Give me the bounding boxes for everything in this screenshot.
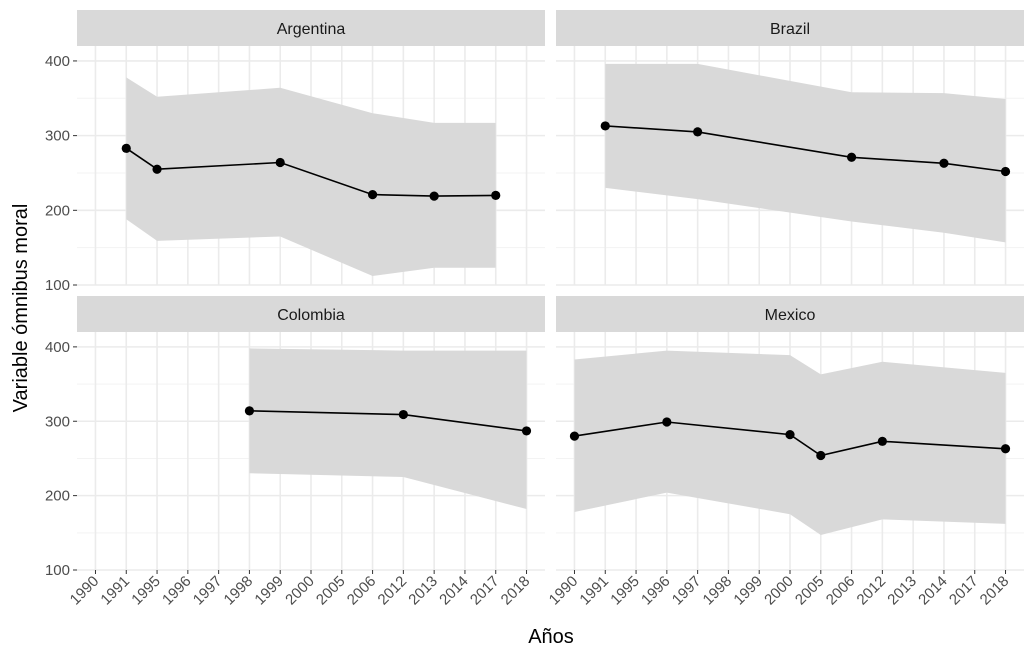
- data-point: [1000, 166, 1011, 177]
- x-tick-label: 1998: [221, 573, 257, 609]
- x-tick-label: 1997: [669, 573, 705, 609]
- y-axis-title: Variable ómnibus moral: [10, 204, 32, 413]
- data-point: [816, 450, 826, 461]
- panel-brazil: Brazil: [556, 10, 1024, 286]
- x-tick-label: 1997: [190, 573, 226, 609]
- x-tick-label: 2014: [915, 573, 951, 609]
- y-tick-label: 200: [45, 202, 70, 219]
- x-tick-label: 1996: [638, 573, 674, 609]
- x-tick-label: 1990: [546, 573, 582, 609]
- y-tick-label: 200: [45, 488, 70, 505]
- data-point: [244, 406, 255, 416]
- facet-strip: [77, 296, 545, 332]
- x-tick-label: 2018: [498, 573, 534, 609]
- data-point: [491, 190, 501, 200]
- x-tick-label: 2018: [977, 573, 1013, 609]
- facet-strip: [77, 10, 545, 46]
- data-point: [152, 164, 162, 174]
- x-tick-label: 2017: [467, 573, 503, 609]
- x-tick-label: 2005: [792, 573, 828, 609]
- x-tick-label: 2017: [946, 573, 982, 609]
- panel-colombia: Colombia 100 200 300 400 19901991199519961997…: [45, 296, 545, 608]
- data-point: [1000, 444, 1011, 454]
- x-tick-label: 2000: [282, 573, 318, 609]
- x-tick-label: 1990: [67, 573, 103, 609]
- x-tick-label: 2000: [761, 573, 797, 609]
- data-point: [785, 430, 795, 440]
- data-point: [662, 417, 672, 427]
- x-tick-label: 2006: [344, 573, 380, 609]
- data-point: [569, 431, 580, 441]
- data-point: [367, 190, 378, 200]
- data-point: [846, 152, 857, 162]
- facet-strip: [556, 296, 1024, 332]
- data-point: [521, 426, 532, 436]
- data-point: [275, 157, 285, 168]
- data-point: [121, 143, 131, 153]
- y-tick-label: 300: [45, 128, 70, 145]
- y-tick-label: 400: [45, 339, 70, 356]
- x-tick-label: 2014: [436, 573, 472, 609]
- data-point: [939, 158, 949, 168]
- x-tick-label: 2012: [375, 573, 411, 609]
- x-tick-label: 1999: [730, 573, 766, 609]
- x-tick-label: 1999: [251, 573, 287, 609]
- data-point: [429, 191, 439, 201]
- panels-layer: Argentina 100 200 300 400 Brazil Colombia 100 20…: [45, 10, 1024, 608]
- x-tick-label: 2012: [854, 573, 890, 609]
- data-point: [600, 121, 610, 131]
- confidence-ribbon: [574, 350, 1006, 535]
- series-line: [574, 421, 1006, 457]
- x-tick-label: 1991: [97, 573, 133, 609]
- data-point: [693, 127, 703, 137]
- x-tick-label: 2006: [823, 573, 859, 609]
- facet-strip: [556, 10, 1024, 46]
- facet-label: Colombia: [277, 307, 345, 324]
- x-tick-label: 2013: [405, 573, 441, 609]
- x-tick-label: 2013: [884, 573, 920, 609]
- series-line: [125, 147, 496, 197]
- x-tick-label: 1996: [159, 573, 195, 609]
- data-point: [877, 436, 887, 446]
- panel-argentina: Argentina 100 200 300 400: [45, 10, 545, 294]
- x-tick-label: 1995: [128, 573, 164, 609]
- y-tick-label: 300: [45, 413, 70, 430]
- x-tick-label: 1991: [576, 573, 612, 609]
- facet-label: Argentina: [277, 21, 346, 38]
- y-tick-label: 400: [45, 53, 70, 70]
- x-tick-label: 2005: [313, 573, 349, 609]
- panel-mexico: Mexico1990199119951996199719981999200020…: [546, 296, 1024, 608]
- x-axis-title: Años: [528, 626, 574, 648]
- y-tick-label: 100: [45, 277, 70, 294]
- x-tick-label: 1998: [700, 573, 736, 609]
- y-tick-label: 100: [45, 562, 70, 579]
- confidence-ribbon: [126, 77, 496, 277]
- confidence-ribbon: [249, 348, 527, 509]
- facet-label: Brazil: [770, 21, 810, 38]
- data-point: [398, 409, 408, 420]
- x-tick-label: 1995: [607, 573, 643, 609]
- facet-label: Mexico: [765, 307, 816, 324]
- confidence-ribbon: [605, 63, 1006, 243]
